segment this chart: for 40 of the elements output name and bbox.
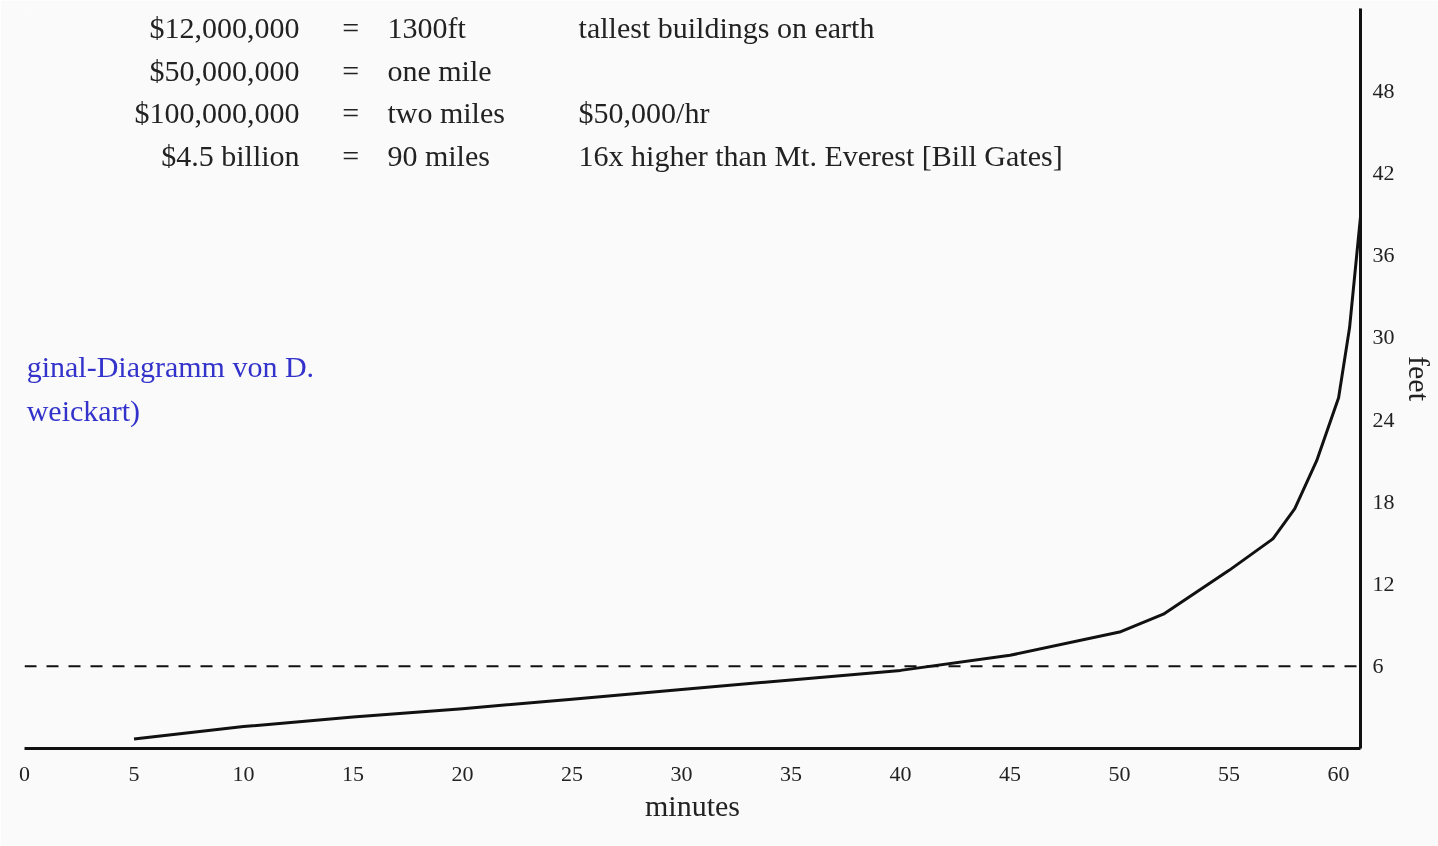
annotation: tallest buildings on earth	[578, 11, 875, 45]
x-tick-label: 0	[19, 760, 30, 786]
annotation: $50,000,000	[149, 53, 300, 87]
x-tick-label: 25	[561, 760, 584, 786]
y-axis-title: feet	[1402, 356, 1436, 402]
annotation: one mile	[387, 53, 492, 87]
y-tick-label: 48	[1372, 77, 1395, 103]
annotation: $100,000,000	[134, 96, 300, 130]
y-tick-label: 24	[1372, 406, 1395, 432]
y-tick-label: 36	[1372, 242, 1395, 268]
x-tick-label: 40	[889, 760, 912, 786]
x-tick-label: 45	[999, 760, 1022, 786]
x-axis-title: minutes	[645, 788, 740, 822]
x-tick-label: 10	[232, 760, 255, 786]
annotation: ginal-Diagramm von D.	[26, 349, 315, 383]
annotation: $4.5 billion	[161, 138, 300, 172]
x-tick-label: 30	[670, 760, 693, 786]
x-tick-label: 15	[342, 760, 365, 786]
annotation: 16x higher than Mt. Everest [Bill Gates]	[578, 138, 1063, 172]
x-tick-label: 35	[780, 760, 803, 786]
y-tick-label: 42	[1372, 159, 1395, 185]
annotation: 1300ft	[387, 11, 467, 45]
annotation: =	[342, 53, 360, 87]
x-tick-label: 20	[451, 760, 474, 786]
annotation: 90 miles	[387, 138, 490, 172]
annotation: $50,000/hr	[578, 96, 710, 130]
annotation: =	[342, 138, 360, 172]
x-tick-label: 50	[1108, 760, 1131, 786]
annotation: weickart)	[26, 393, 140, 428]
annotation: =	[342, 11, 360, 45]
x-tick-label: 55	[1218, 760, 1241, 786]
y-tick-label: 12	[1372, 571, 1395, 597]
y-tick-label: 30	[1372, 324, 1395, 350]
x-tick-label: 5	[128, 760, 140, 786]
annotation: two miles	[387, 96, 505, 130]
x-tick-label: 60	[1327, 760, 1350, 786]
annotation: =	[342, 96, 360, 130]
y-tick-label: 6	[1372, 653, 1384, 679]
annotation: $12,000,000	[149, 11, 300, 45]
y-tick-label: 18	[1372, 488, 1395, 514]
